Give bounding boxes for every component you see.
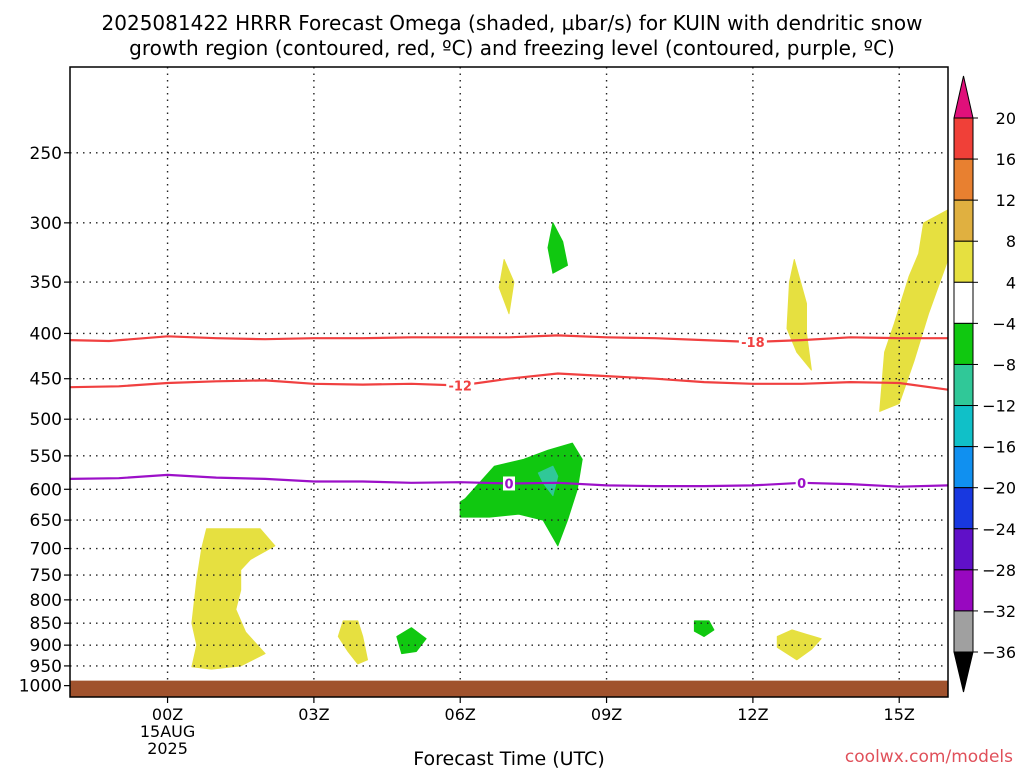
contour-line-1 xyxy=(69,334,948,344)
colorbar-label-13: −32 xyxy=(982,602,1016,621)
colorbar-bottom-arrow xyxy=(953,651,974,693)
contour-label-bg-1 xyxy=(738,334,767,349)
colorbar-label-3: 12 xyxy=(996,191,1016,210)
colorbar-bin-7 xyxy=(953,363,974,407)
contour-label-1: -18 xyxy=(741,336,765,351)
colorbar-label-9: −16 xyxy=(982,438,1016,457)
watermark: coolwx.com/models xyxy=(845,747,1013,767)
ytick-label-550: 550 xyxy=(30,447,62,467)
ytick-label-800: 800 xyxy=(30,591,62,611)
omega-region-3 xyxy=(498,259,515,315)
xtick-label-09Z: 09Z xyxy=(591,705,622,724)
ytick-label-950: 950 xyxy=(30,657,62,677)
ytick-label-300: 300 xyxy=(30,214,62,234)
ytick-label-350: 350 xyxy=(30,273,62,293)
colorbar-top-arrow xyxy=(953,75,974,119)
ytick-label-700: 700 xyxy=(30,540,62,560)
contour-label-2: -12 xyxy=(448,379,472,394)
xtick-label-03Z: 03Z xyxy=(298,705,329,724)
x-axis-label: Forecast Time (UTC) xyxy=(413,748,604,768)
colorbar-bin-5 xyxy=(953,281,974,324)
ytick-label-1000: 1000 xyxy=(19,677,62,697)
colorbar-bin-13 xyxy=(953,610,974,653)
colorbar-label-5: 4 xyxy=(1006,273,1016,292)
omega-region-1 xyxy=(191,528,276,670)
ytick-label-850: 850 xyxy=(30,614,62,634)
chart-title-line1: 2025081422 HRRR Forecast Omega (shaded, … xyxy=(102,11,923,35)
omega-region-7 xyxy=(547,222,568,274)
contour-label-bg-4 xyxy=(795,475,808,490)
ytick-label-400: 400 xyxy=(30,324,62,344)
colorbar-label-1: 20 xyxy=(996,109,1016,128)
chart-title-line2: growth region (contoured, red, ºC) and f… xyxy=(129,36,895,60)
colorbar-label-6: −4 xyxy=(992,314,1016,333)
ytick-label-900: 900 xyxy=(30,636,62,656)
omega-region-11 xyxy=(693,620,715,637)
colorbar-bin-11 xyxy=(953,528,974,571)
colorbar-bin-4 xyxy=(953,240,974,283)
omega-region-4 xyxy=(786,259,812,371)
omega-region-2 xyxy=(337,620,368,665)
contour-label-bg-3 xyxy=(503,476,515,491)
ytick-label-250: 250 xyxy=(30,144,62,164)
ytick-label-450: 450 xyxy=(30,370,62,390)
ytick-label-500: 500 xyxy=(30,410,62,430)
colorbar-label-10: −20 xyxy=(982,479,1016,498)
xtick-year: 2025 xyxy=(147,739,188,758)
colorbar-bin-6 xyxy=(953,322,974,365)
colorbar-label-7: −8 xyxy=(992,355,1016,374)
xtick-label-06Z: 06Z xyxy=(445,705,476,724)
colorbar-label-14: −36 xyxy=(982,643,1016,662)
contour-label-4: 0 xyxy=(797,477,806,492)
colorbar: 20 16 12 8 4 −4 −8 −12 −16 −20 −24 −28 −32 −36 xyxy=(953,75,1016,693)
colorbar-label-2: 16 xyxy=(996,150,1016,169)
ytick-label-650: 650 xyxy=(30,511,62,531)
colorbar-bin-10 xyxy=(953,487,974,530)
colorbar-label-11: −24 xyxy=(982,520,1016,539)
xtick-label-00Z: 00Z xyxy=(152,705,183,724)
ytick-label-600: 600 xyxy=(30,480,62,500)
omega-region-9 xyxy=(537,465,559,497)
plot-frame xyxy=(69,66,949,698)
colorbar-bin-8 xyxy=(953,405,974,448)
contour-label-bg-2 xyxy=(446,378,475,393)
colorbar-bin-2 xyxy=(953,158,974,201)
colorbar-label-12: −28 xyxy=(982,561,1016,580)
colorbar-bin-9 xyxy=(953,446,974,489)
colorbar-label-8: −12 xyxy=(982,397,1016,416)
colorbar-label-4: 8 xyxy=(1006,232,1016,251)
ground-surface xyxy=(70,680,948,697)
colorbar-bin-1 xyxy=(953,117,974,160)
ytick-label-750: 750 xyxy=(30,566,62,586)
colorbar-bin-3 xyxy=(953,199,974,242)
xtick-date: 15AUG xyxy=(140,722,195,741)
contour-line-2 xyxy=(69,372,949,391)
contour-label-3: 0 xyxy=(504,477,513,492)
colorbar-bin-12 xyxy=(953,569,974,612)
xtick-label-15Z: 15Z xyxy=(884,705,915,724)
xtick-label-12Z: 12Z xyxy=(737,705,768,724)
